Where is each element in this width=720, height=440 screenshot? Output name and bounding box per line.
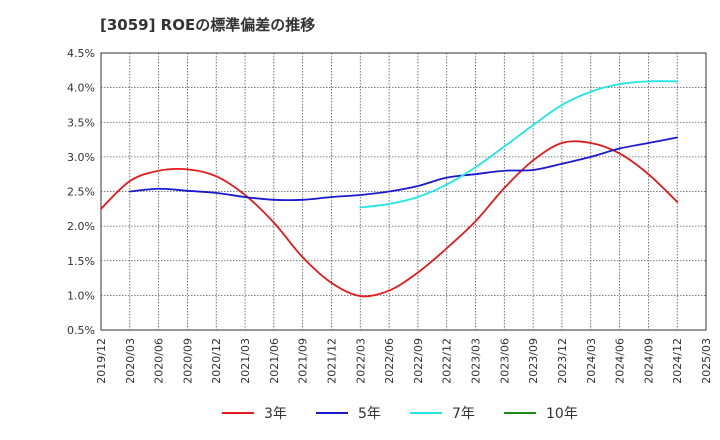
x-tick-label: 2021/03: [239, 338, 252, 384]
y-tick-label: 3.5%: [67, 116, 95, 129]
legend-label: 3年: [264, 406, 287, 422]
x-tick-label: 2021/09: [297, 338, 310, 384]
x-tick-label: 2020/09: [181, 338, 194, 384]
x-tick-label: 2024/06: [614, 338, 627, 384]
y-tick-label: 1.5%: [67, 255, 95, 268]
series-line-2: [128, 136, 679, 202]
x-tick-label: 2020/06: [153, 338, 166, 384]
x-tick-label: 2019/12: [95, 338, 108, 384]
y-tick-label: 3.0%: [67, 151, 95, 164]
x-tick-label: 2022/03: [354, 338, 367, 384]
x-tick-label: 2020/03: [124, 338, 137, 384]
y-tick-label: 4.5%: [67, 47, 95, 60]
series-lines: [100, 80, 679, 298]
y-tick-label: 1.0%: [67, 289, 95, 302]
legend-label: 5年: [358, 406, 381, 422]
y-tick-label: 0.5%: [67, 324, 95, 337]
legend-label: 7年: [452, 406, 475, 422]
x-tick-label: 2025/03: [700, 338, 713, 384]
y-axis-ticks: 0.5% 1.0% 1.5% 2.0% 2.5% 3.0% 3.5% 4.0% 4.5%: [67, 47, 95, 337]
y-tick-label: 2.5%: [67, 186, 95, 199]
x-tick-label: 2024/12: [671, 338, 684, 384]
x-axis-ticks: 2019/12 2020/03 2020/06 2020/09 2020/12 2021/…: [95, 338, 713, 384]
series-line-1: [100, 140, 679, 298]
x-tick-label: 2022/12: [441, 338, 454, 384]
x-tick-label: 2021/12: [325, 338, 338, 384]
legend-label: 10年: [546, 406, 578, 422]
x-tick-label: 2024/03: [585, 338, 598, 384]
x-tick-label: 2020/12: [210, 338, 223, 384]
x-tick-label: 2022/06: [383, 338, 396, 384]
x-tick-label: 2021/06: [268, 338, 281, 384]
x-tick-label: 2023/06: [498, 338, 511, 384]
x-tick-label: 2022/09: [412, 338, 425, 384]
y-tick-label: 4.0%: [67, 82, 95, 95]
chart-title: [3059] ROEの標準偏差の推移: [100, 16, 316, 34]
x-tick-label: 2024/09: [642, 338, 655, 384]
series-line-3: [359, 80, 679, 209]
x-tick-label: 2023/12: [556, 338, 569, 384]
x-tick-label: 2023/03: [470, 338, 483, 384]
legend: 3年 5年 7年 10年: [222, 406, 578, 422]
x-tick-label: 2023/09: [527, 338, 540, 384]
y-tick-label: 2.0%: [67, 220, 95, 233]
